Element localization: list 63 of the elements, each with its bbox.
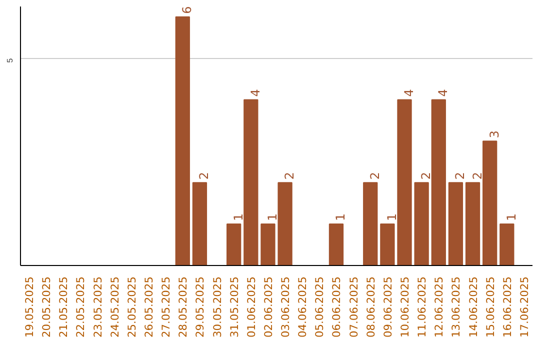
x-tick-label: 02.06.2025	[262, 276, 275, 338]
data-label: 2	[282, 172, 297, 180]
bar	[192, 182, 208, 266]
x-tick-label: 06.06.2025	[330, 276, 344, 338]
x-tick-label: 01.06.2025	[244, 276, 258, 338]
x-tick-label: 10.06.2025	[398, 276, 412, 338]
data-label: 2	[470, 172, 484, 180]
x-tick-label: 13.06.2025	[450, 276, 463, 338]
data-label: 1	[384, 213, 399, 222]
bar	[226, 224, 242, 266]
data-label: 1	[504, 213, 518, 222]
x-tick-label: 05.06.2025	[313, 276, 326, 338]
data-label: 4	[248, 89, 262, 97]
x-tick-label: 11.06.2025	[416, 276, 429, 338]
data-label: 3	[487, 130, 502, 138]
data-label: 1	[231, 213, 246, 222]
x-tick-label: 14.06.2025	[466, 276, 480, 338]
bar	[260, 224, 276, 266]
bar	[414, 182, 429, 266]
data-label: 6	[180, 6, 194, 14]
x-tick-label: 25.05.2025	[125, 276, 138, 338]
x-tick-label: 27.05.2025	[160, 276, 173, 338]
data-label: 4	[402, 89, 416, 97]
x-tick-label: 07.06.2025	[347, 276, 360, 338]
x-tick-label: 23.05.2025	[91, 276, 104, 338]
data-label: 2	[453, 172, 468, 180]
x-tick-label: 09.06.2025	[381, 276, 394, 338]
x-tick-label: 04.06.2025	[296, 276, 310, 338]
data-label: 4	[436, 89, 450, 97]
x-tick-label: 12.06.2025	[432, 276, 446, 338]
bar	[278, 182, 292, 266]
bar	[175, 16, 190, 266]
x-tick-label: 22.05.2025	[74, 276, 88, 338]
x-tick-label: 08.06.2025	[364, 276, 378, 338]
bar	[244, 99, 258, 266]
x-tick-label: 17.06.2025	[518, 276, 531, 338]
data-label: 1	[334, 213, 348, 222]
x-tick-label: 21.05.2025	[57, 276, 70, 338]
bar	[397, 99, 412, 266]
x-tick-label: 15.06.2025	[484, 276, 497, 338]
x-tick-label: 31.05.2025	[228, 276, 241, 338]
bar	[328, 224, 344, 266]
x-tick-label: 28.05.2025	[176, 276, 190, 338]
x-tick-label: 16.06.2025	[500, 276, 514, 338]
x-tick-label: 20.05.2025	[40, 276, 54, 338]
bar	[500, 224, 514, 266]
x-tick-label: 03.06.2025	[279, 276, 292, 338]
data-label: 2	[368, 172, 382, 180]
x-tick-label: 19.05.2025	[23, 276, 36, 338]
y-tick-label: 5	[6, 58, 14, 63]
data-label: 1	[265, 213, 280, 222]
x-tick-label: 24.05.2025	[108, 276, 122, 338]
bar	[431, 99, 446, 266]
x-tick-label: 29.05.2025	[194, 276, 207, 338]
data-label: 2	[419, 172, 434, 180]
data-label: 2	[197, 172, 212, 180]
bar	[482, 140, 498, 266]
x-tick-label: 26.05.2025	[142, 276, 156, 338]
bar	[448, 182, 464, 266]
bar	[363, 182, 378, 266]
x-tick-label: 30.05.2025	[210, 276, 224, 338]
bar	[380, 224, 395, 266]
bar	[465, 182, 480, 266]
